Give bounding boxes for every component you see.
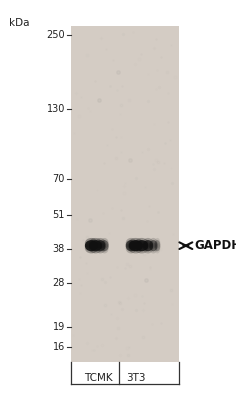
Ellipse shape bbox=[154, 238, 160, 249]
Ellipse shape bbox=[149, 243, 157, 254]
Ellipse shape bbox=[89, 240, 102, 251]
Text: 38: 38 bbox=[53, 244, 65, 254]
Ellipse shape bbox=[135, 238, 148, 249]
Text: GAPDH: GAPDH bbox=[195, 239, 236, 252]
Ellipse shape bbox=[126, 243, 136, 254]
Text: 70: 70 bbox=[53, 174, 65, 184]
Ellipse shape bbox=[149, 240, 157, 251]
Text: 28: 28 bbox=[53, 278, 65, 288]
Ellipse shape bbox=[85, 243, 98, 254]
Ellipse shape bbox=[154, 240, 160, 251]
Ellipse shape bbox=[95, 243, 106, 254]
Text: 250: 250 bbox=[46, 30, 65, 40]
Ellipse shape bbox=[126, 240, 136, 251]
Ellipse shape bbox=[135, 240, 148, 251]
Ellipse shape bbox=[85, 240, 98, 251]
Ellipse shape bbox=[154, 243, 160, 254]
Text: 16: 16 bbox=[53, 342, 65, 352]
Text: 130: 130 bbox=[46, 104, 65, 114]
Text: 3T3: 3T3 bbox=[126, 373, 145, 383]
Ellipse shape bbox=[101, 240, 109, 251]
Ellipse shape bbox=[101, 238, 109, 249]
Bar bbox=[71, 26, 179, 362]
Ellipse shape bbox=[95, 238, 106, 249]
Text: kDa: kDa bbox=[9, 18, 30, 28]
Text: 51: 51 bbox=[53, 210, 65, 220]
Ellipse shape bbox=[95, 240, 106, 251]
Ellipse shape bbox=[129, 238, 143, 249]
Ellipse shape bbox=[143, 238, 153, 249]
Ellipse shape bbox=[135, 243, 148, 254]
Text: TCMK: TCMK bbox=[84, 373, 112, 383]
Text: 19: 19 bbox=[53, 322, 65, 332]
Ellipse shape bbox=[129, 240, 143, 251]
Ellipse shape bbox=[89, 238, 102, 249]
Ellipse shape bbox=[101, 243, 109, 254]
Ellipse shape bbox=[149, 238, 157, 249]
Ellipse shape bbox=[85, 238, 98, 249]
Ellipse shape bbox=[89, 243, 102, 254]
Ellipse shape bbox=[143, 240, 153, 251]
Ellipse shape bbox=[126, 238, 136, 249]
Ellipse shape bbox=[143, 243, 153, 254]
Ellipse shape bbox=[129, 243, 143, 254]
